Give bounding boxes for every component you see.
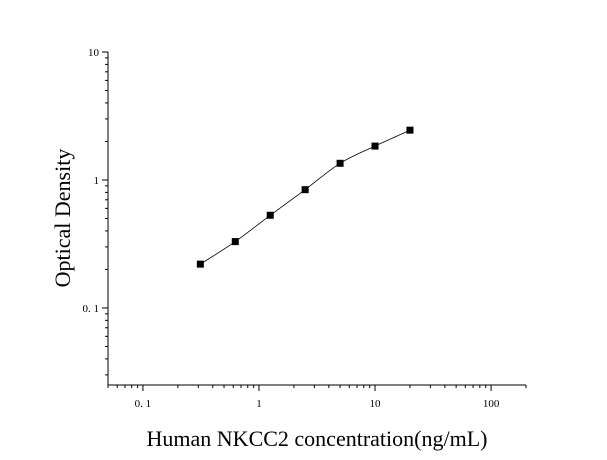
x-tick-label: 100 xyxy=(483,398,500,410)
data-points-layer xyxy=(196,126,414,268)
data-point xyxy=(231,238,239,246)
data-point xyxy=(371,142,379,150)
y-tick-label: 0. 1 xyxy=(83,303,100,315)
axes: 0. 1 1 10 100 0. 1 1 10 xyxy=(83,47,527,410)
data-point xyxy=(196,260,204,268)
y-tick-label: 10 xyxy=(88,47,100,59)
x-tick-label: 0. 1 xyxy=(135,398,152,410)
data-point xyxy=(336,159,344,167)
x-tick-label: 10 xyxy=(370,398,382,410)
data-point xyxy=(406,126,414,134)
data-point xyxy=(266,211,274,219)
x-axis-title: Human NKCC2 concentration(ng/mL) xyxy=(147,426,488,451)
y-tick-label: 1 xyxy=(94,175,100,187)
data-point xyxy=(301,186,309,194)
y-axis-title: Optical Density xyxy=(50,149,75,288)
x-tick-label: 1 xyxy=(256,398,262,410)
